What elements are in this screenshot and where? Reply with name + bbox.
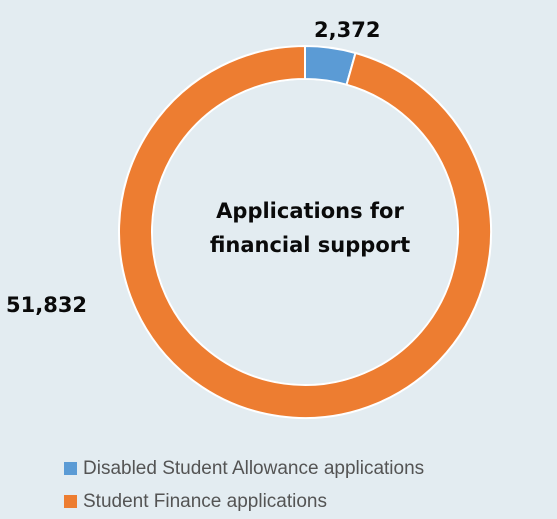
donut-hole <box>153 80 457 384</box>
legend-item-disabled-student-allowance: Disabled Student Allowance applications <box>64 452 424 485</box>
donut-slices <box>118 44 492 419</box>
data-label-disabled-student-allowance: 2,372 <box>314 18 380 42</box>
data-label-student-finance: 51,832 <box>6 293 87 317</box>
donut-slice-student-finance <box>118 44 492 419</box>
chart-title-line-1: Applications for <box>216 199 404 223</box>
legend-swatch-blue <box>64 462 77 475</box>
chart-title-line-2: financial support <box>209 233 411 257</box>
legend-swatch-orange <box>64 495 77 508</box>
chart-legend: Disabled Student Allowance applications … <box>64 452 424 518</box>
legend-label-disabled-student-allowance: Disabled Student Allowance applications <box>83 457 425 479</box>
legend-item-student-finance: Student Finance applications <box>64 485 424 518</box>
legend-label-student-finance: Student Finance applications <box>83 490 327 512</box>
chart-center-title: Applications for financial support <box>190 194 430 262</box>
